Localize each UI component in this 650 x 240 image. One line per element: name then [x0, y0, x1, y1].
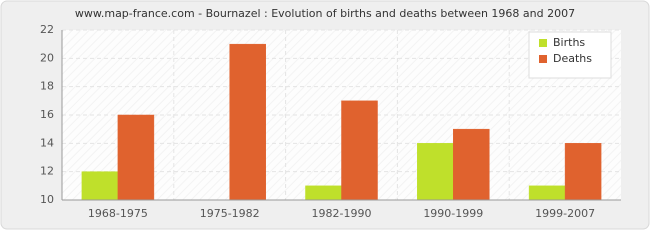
bar: [417, 143, 454, 201]
legend-swatch: [539, 39, 547, 47]
legend-label: Deaths: [553, 52, 592, 65]
bar: [341, 100, 378, 201]
x-tick-label: 1982-1990: [312, 207, 372, 220]
bar: [117, 114, 155, 201]
y-tick-label: 22: [40, 23, 54, 36]
bar: [229, 43, 266, 201]
x-tick-label: 1999-2007: [535, 207, 595, 220]
y-tick-label: 10: [40, 193, 54, 206]
legend-swatch: [539, 55, 547, 63]
chart: www.map-france.com - Bournazel : Evoluti…: [0, 0, 650, 230]
bar: [81, 171, 119, 201]
chart-title: www.map-france.com - Bournazel : Evoluti…: [75, 7, 575, 20]
y-tick-label: 12: [40, 165, 54, 178]
x-tick-label: 1990-1999: [423, 207, 483, 220]
bar: [528, 185, 566, 201]
y-tick-label: 20: [40, 51, 54, 64]
x-tick-label: 1975-1982: [200, 207, 260, 220]
y-tick-label: 14: [40, 136, 54, 149]
legend-label: Births: [553, 36, 585, 49]
y-tick-label: 18: [40, 80, 54, 93]
bar: [564, 143, 602, 201]
bar: [305, 185, 342, 201]
bar: [453, 128, 490, 201]
x-tick-label: 1968-1975: [88, 207, 148, 220]
y-tick-label: 16: [40, 108, 54, 121]
